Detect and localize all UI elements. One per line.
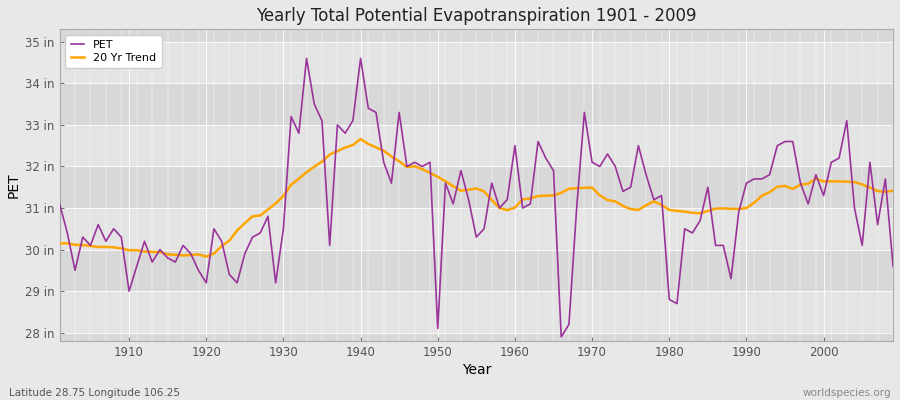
PET — [302, 56, 312, 61]
20 Yr Trend — [617, 204, 628, 208]
20 Yr Trend — [201, 254, 212, 259]
20 Yr Trend — [887, 188, 898, 193]
Bar — [59, 291, 893, 333]
PET — [339, 131, 350, 136]
Text: Latitude 28.75 Longitude 106.25: Latitude 28.75 Longitude 106.25 — [9, 388, 180, 398]
Legend: PET, 20 Yr Trend: PET, 20 Yr Trend — [65, 35, 162, 68]
20 Yr Trend — [356, 137, 366, 142]
20 Yr Trend — [116, 246, 127, 251]
Text: worldspecies.org: worldspecies.org — [803, 388, 891, 398]
PET — [887, 264, 898, 269]
Bar — [59, 42, 893, 83]
PET — [54, 202, 65, 206]
Y-axis label: PET: PET — [7, 172, 21, 198]
PET — [556, 334, 567, 339]
Line: 20 Yr Trend: 20 Yr Trend — [59, 139, 893, 257]
PET — [518, 206, 528, 210]
PET — [285, 114, 296, 119]
20 Yr Trend — [54, 241, 65, 246]
Line: PET: PET — [59, 58, 893, 337]
20 Yr Trend — [293, 176, 304, 181]
20 Yr Trend — [518, 197, 528, 202]
X-axis label: Year: Year — [462, 363, 491, 377]
Title: Yearly Total Potential Evapotranspiration 1901 - 2009: Yearly Total Potential Evapotranspiratio… — [256, 7, 697, 25]
Bar — [59, 208, 893, 250]
PET — [509, 143, 520, 148]
20 Yr Trend — [525, 196, 535, 201]
PET — [617, 189, 628, 194]
PET — [116, 235, 127, 240]
20 Yr Trend — [339, 145, 350, 150]
Bar — [59, 125, 893, 166]
